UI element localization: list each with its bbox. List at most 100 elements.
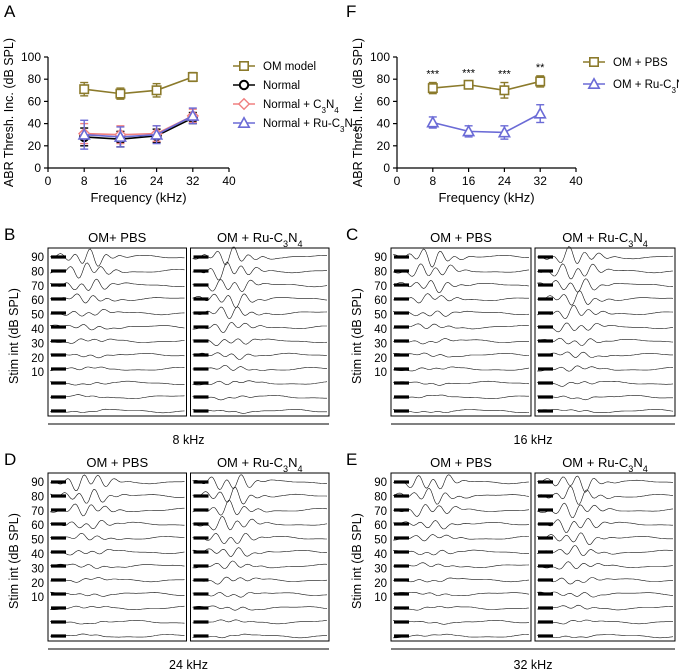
waveform-trace	[392, 323, 530, 330]
trace-marker	[538, 381, 553, 385]
waveform-trace	[392, 474, 530, 490]
trace-marker	[394, 508, 409, 512]
trace-marker	[193, 297, 209, 301]
stim-level-label: 60	[31, 295, 44, 307]
trace-marker	[394, 381, 409, 385]
stim-level-label: 70	[31, 281, 44, 293]
trace-marker	[538, 522, 553, 526]
trace-marker	[193, 620, 209, 624]
trace-marker	[394, 578, 409, 582]
trace-marker	[193, 634, 209, 638]
waveform-trace	[392, 606, 530, 611]
waveform-trace	[392, 280, 530, 294]
subscript: 3	[321, 106, 326, 115]
subscript: 4	[643, 239, 648, 249]
waveform-trace	[49, 353, 185, 359]
trace-marker	[193, 409, 209, 413]
stim-level-label: 20	[374, 578, 387, 590]
trace-marker	[394, 634, 409, 638]
trace-marker	[51, 522, 66, 526]
trace-marker	[394, 564, 409, 568]
waveform-trace	[536, 545, 674, 557]
text-part: OM + PBS	[613, 57, 668, 69]
data-point	[426, 115, 440, 128]
waveform-trace	[536, 518, 673, 533]
trace-marker	[394, 297, 409, 301]
waveform-trace	[536, 263, 674, 280]
panel-label: E	[346, 450, 357, 469]
y-tick-label: 0	[34, 161, 41, 175]
stim-level-label: 70	[31, 506, 44, 518]
trace-marker	[51, 606, 66, 610]
trace-marker	[538, 311, 553, 315]
waveform-trace	[49, 278, 185, 291]
stim-level-label: 40	[31, 324, 44, 336]
text-part: OM + Ru-C	[217, 230, 283, 245]
x-tick-label: 0	[45, 174, 52, 188]
trace-marker	[51, 269, 66, 273]
trace-marker	[193, 522, 209, 526]
waveform-trace	[536, 246, 674, 264]
waveform-trace	[50, 620, 185, 625]
trace-marker	[538, 564, 553, 568]
trace-marker	[538, 297, 553, 301]
trace-marker	[51, 255, 66, 259]
waveform-trace	[536, 409, 674, 413]
trace-marker	[193, 578, 209, 582]
legend-marker	[239, 60, 250, 71]
trace-marker	[193, 592, 209, 596]
trace-marker	[538, 325, 553, 329]
trace-marker	[193, 508, 209, 512]
stim-level-label: 70	[374, 506, 387, 518]
waveform-trace	[192, 605, 328, 611]
trace-marker	[394, 606, 409, 610]
subscript: 4	[297, 464, 302, 474]
trace-marker	[538, 578, 553, 582]
series-line	[84, 117, 194, 140]
waveform-trace	[536, 634, 674, 639]
panel-label: C	[346, 225, 358, 244]
legend-entry: Normal + Ru-C3N4	[263, 118, 358, 134]
stim-level-label: 10	[374, 592, 387, 604]
trace-marker	[538, 395, 553, 399]
waveform-trace	[50, 380, 185, 386]
waveform-trace	[536, 278, 674, 293]
trace-marker	[538, 480, 553, 484]
trace-marker	[193, 381, 209, 385]
data-point	[151, 85, 162, 96]
trace-marker	[394, 255, 409, 259]
stim-level-label: 50	[374, 310, 387, 322]
stim-level-label: 60	[374, 520, 387, 532]
x-tick-label: 32	[534, 174, 548, 188]
left-trace-box	[47, 472, 187, 642]
waveform-trace	[49, 532, 185, 541]
trace-marker	[538, 634, 553, 638]
significance-label: ***	[498, 69, 512, 81]
trace-marker	[51, 536, 66, 540]
text-part: OM + Ru-C	[217, 455, 283, 470]
waveform-trace	[49, 248, 185, 267]
trace-marker	[538, 367, 553, 371]
text-part: OM + Ru-C	[562, 230, 628, 245]
stim-level-label: 10	[31, 367, 44, 379]
trace-marker	[51, 367, 66, 371]
waveform-trace	[536, 591, 674, 598]
trace-marker	[538, 536, 553, 540]
waveform-trace	[192, 321, 327, 333]
trace-marker	[538, 508, 553, 512]
series-line	[432, 112, 541, 134]
frequency-label: 8 kHz	[173, 433, 205, 447]
trace-marker	[51, 578, 66, 582]
stim-level-label: 40	[374, 324, 387, 336]
waveform-trace	[536, 304, 674, 320]
y-tick-label: 20	[377, 139, 391, 153]
waveform-trace	[392, 592, 530, 596]
data-point	[533, 106, 547, 119]
stim-level-label: 80	[31, 266, 44, 278]
waveform-trace	[392, 562, 530, 568]
waveform-trace	[49, 324, 185, 331]
waveform-trace	[392, 338, 529, 345]
trace-marker	[193, 367, 209, 371]
waveform-trace	[192, 500, 328, 516]
